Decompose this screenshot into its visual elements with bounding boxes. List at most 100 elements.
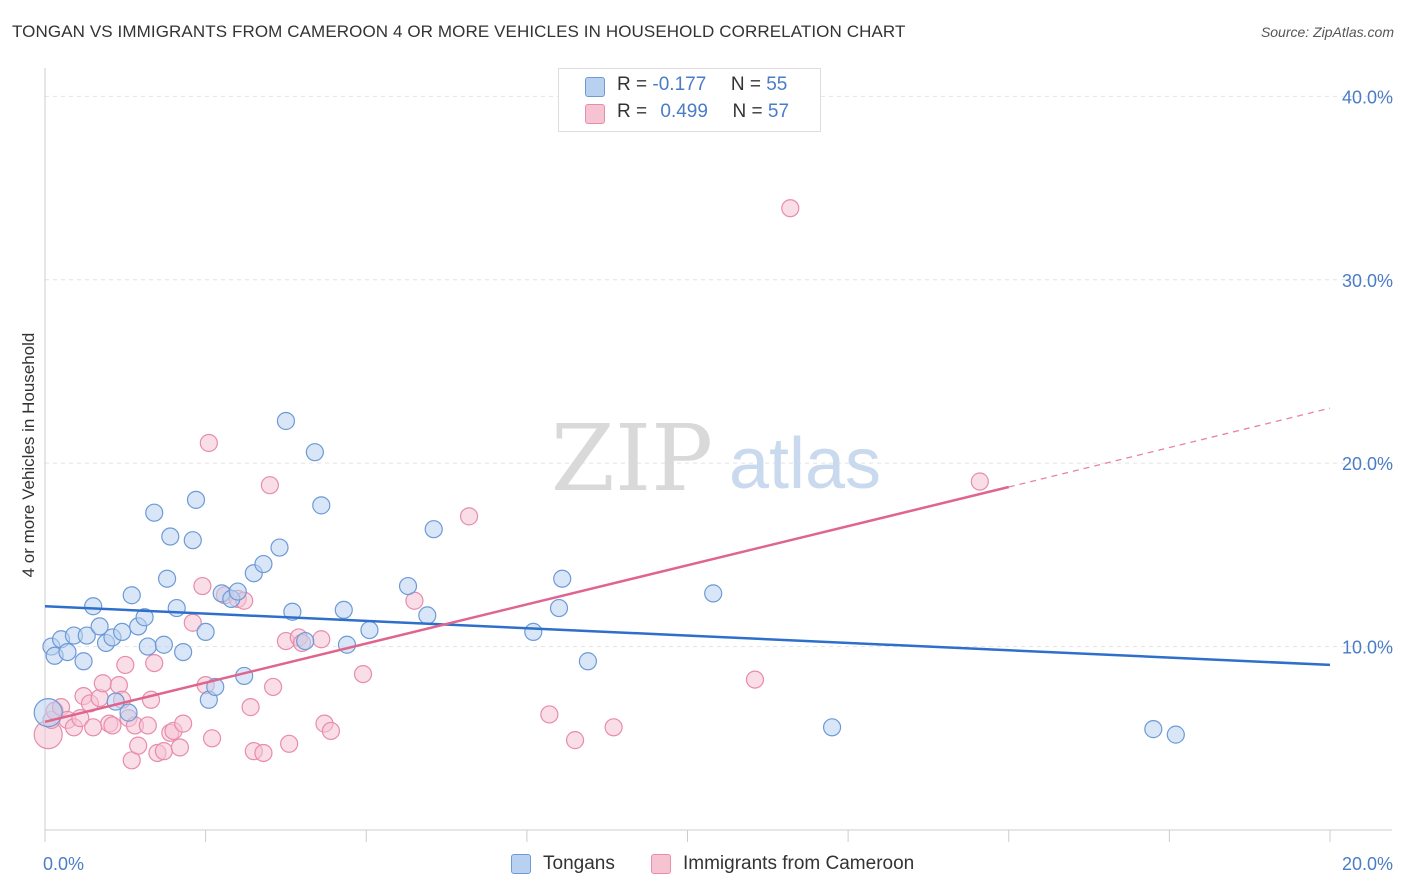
tongans-point xyxy=(296,631,315,651)
cameroon-point xyxy=(93,674,112,693)
cameroon-point xyxy=(103,716,122,735)
tongans-point xyxy=(145,503,164,522)
cameroon-point xyxy=(459,507,479,526)
cameroon-point xyxy=(745,670,765,689)
cameroon-point xyxy=(280,734,299,753)
cameroon-point xyxy=(84,718,103,737)
tongans-point xyxy=(154,635,173,654)
chart-title: TONGAN VS IMMIGRANTS FROM CAMEROON 4 OR … xyxy=(12,22,906,41)
cameroon-point xyxy=(145,653,164,673)
tongans-point xyxy=(196,622,215,642)
source-credit: Source: ZipAtlas.com xyxy=(1260,24,1394,40)
tick-labels: 10.0% 20.0% 30.0% 40.0% 0.0% 20.0% xyxy=(43,87,1393,874)
cameroon-point xyxy=(199,433,218,453)
tongans-point xyxy=(135,608,154,627)
cameroon-point xyxy=(170,738,190,757)
tongans-point xyxy=(398,576,418,596)
cameroon-point xyxy=(260,476,279,495)
tongans-point xyxy=(74,652,93,671)
cameroon-point xyxy=(565,731,585,750)
tongans-point xyxy=(174,642,193,662)
cameroon-point xyxy=(781,199,800,218)
tongans-point xyxy=(112,622,132,642)
cameroon-point xyxy=(263,677,283,697)
cameroon-point xyxy=(321,721,341,741)
n-value-tongans: 55 xyxy=(766,74,788,95)
tongans-point xyxy=(183,531,202,550)
tongans-point xyxy=(276,411,296,431)
legend-label-cameroon: Immigrants from Cameroon xyxy=(683,853,915,874)
watermark-atlas: atlas xyxy=(729,424,881,504)
tongans-point xyxy=(228,582,247,601)
axes xyxy=(44,68,1392,842)
cameroon-point xyxy=(353,664,373,684)
tongans-legend-swatch xyxy=(511,854,531,874)
tongans-point xyxy=(418,606,437,625)
tongans-point xyxy=(138,637,157,656)
trend-line-cameroon xyxy=(44,485,1010,723)
tongans-point xyxy=(1166,725,1185,744)
tongans-point xyxy=(33,698,63,728)
tongans-point xyxy=(90,617,109,636)
cameroon-point xyxy=(109,676,128,695)
cameroon-point xyxy=(604,718,623,737)
tongans-point xyxy=(58,642,77,662)
n-value-cameroon: 57 xyxy=(767,101,790,122)
tongans-point xyxy=(312,496,331,515)
tongans-point xyxy=(186,490,206,509)
cameroon-point xyxy=(241,698,260,717)
watermark-zip: ZIP xyxy=(551,405,713,512)
y-axis-label: 4 or more Vehicles in Household xyxy=(19,333,38,578)
cameroon-point xyxy=(154,742,173,761)
cameroon-point xyxy=(193,576,212,596)
cameroon-point xyxy=(116,655,135,675)
x-tick-label: 0.0% xyxy=(43,854,84,874)
r-value-cameroon: 0.499 xyxy=(660,101,708,122)
cameroon-point xyxy=(183,613,202,632)
cameroon-point xyxy=(174,714,193,733)
y-tick-label: 30.0% xyxy=(1342,271,1393,291)
tongans-point xyxy=(305,443,324,462)
cameroon-point xyxy=(540,705,559,724)
tongans-point xyxy=(161,527,180,546)
y-tick-label: 40.0% xyxy=(1342,87,1393,107)
tongans-point xyxy=(524,622,543,642)
tongans-point xyxy=(254,554,273,574)
cameroon-point xyxy=(202,729,222,748)
tongans-point xyxy=(578,652,598,671)
legend-label-tongans: Tongans xyxy=(543,853,615,874)
tongans-point xyxy=(122,586,141,605)
tongans-point xyxy=(424,520,443,539)
tongans-point xyxy=(84,597,103,616)
r-label: R = xyxy=(617,101,648,122)
tongans-point xyxy=(157,569,177,588)
cameroon-swatch xyxy=(585,104,605,124)
tongans-point xyxy=(334,600,353,620)
correlation-legend: R = -0.177 N = 55 R = 0.499 N = 57 xyxy=(558,68,821,132)
trend-lines xyxy=(44,407,1331,723)
r-label: R = xyxy=(617,74,648,95)
trend-extension-cameroon xyxy=(1008,407,1331,488)
tongans-swatch xyxy=(585,77,605,97)
tongans-point xyxy=(270,538,289,557)
x-tick-label: 20.0% xyxy=(1342,854,1393,874)
grid-lines xyxy=(45,95,1392,648)
cameroon-point xyxy=(129,736,148,755)
series-tongans-points xyxy=(33,411,1185,744)
tongans-point xyxy=(119,703,138,722)
tongans-point xyxy=(283,602,302,621)
cameroon-legend-swatch xyxy=(651,854,671,874)
cameroon-point xyxy=(970,472,989,491)
series-legend: Tongans Immigrants from Cameroon xyxy=(0,852,1406,878)
tongans-point xyxy=(549,598,569,618)
cameroon-point xyxy=(254,743,273,763)
trend-line-tongans xyxy=(44,604,1331,667)
tongans-point xyxy=(167,598,186,618)
n-label: N = xyxy=(730,74,761,95)
tongans-point xyxy=(360,620,379,640)
r-value-tongans: -0.177 xyxy=(652,74,707,95)
n-label: N = xyxy=(732,101,763,122)
cameroon-point xyxy=(312,630,331,649)
y-tick-label: 10.0% xyxy=(1342,638,1393,658)
